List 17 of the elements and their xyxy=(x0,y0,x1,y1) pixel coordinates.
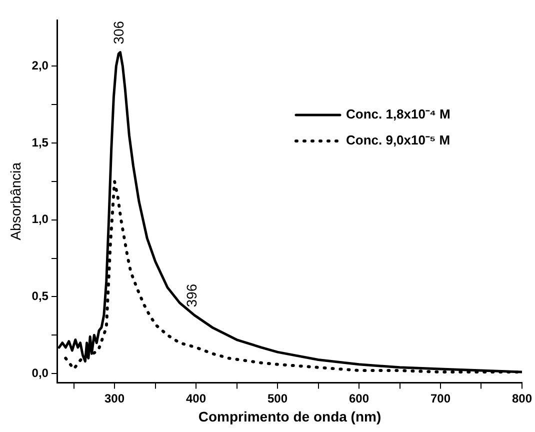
x-tick-label: 400 xyxy=(186,391,206,406)
annotation: 306 xyxy=(110,20,126,44)
y-tick-label: 0,0 xyxy=(32,366,49,380)
annotation: 396 xyxy=(184,284,200,308)
x-tick-label: 500 xyxy=(267,391,288,406)
legend-label: Conc. 1,8x10⁻⁴ M xyxy=(346,106,450,122)
y-tick-label: 0,5 xyxy=(32,289,49,304)
x-tick-label: 600 xyxy=(348,391,370,406)
x-tick-label: 700 xyxy=(430,391,451,406)
x-tick-label: 800 xyxy=(512,391,532,406)
x-tick-label: 300 xyxy=(104,391,125,406)
y-tick-label: 1,5 xyxy=(32,135,49,150)
y-tick-label: 2,0 xyxy=(32,58,49,72)
y-tick-label: 1,0 xyxy=(32,212,49,226)
x-axis-title: Comprimento de onda (nm) xyxy=(198,408,382,424)
y-axis-title: Absorbância xyxy=(7,162,24,240)
legend-label: Conc. 9,0x10⁻⁵ M xyxy=(346,132,450,148)
